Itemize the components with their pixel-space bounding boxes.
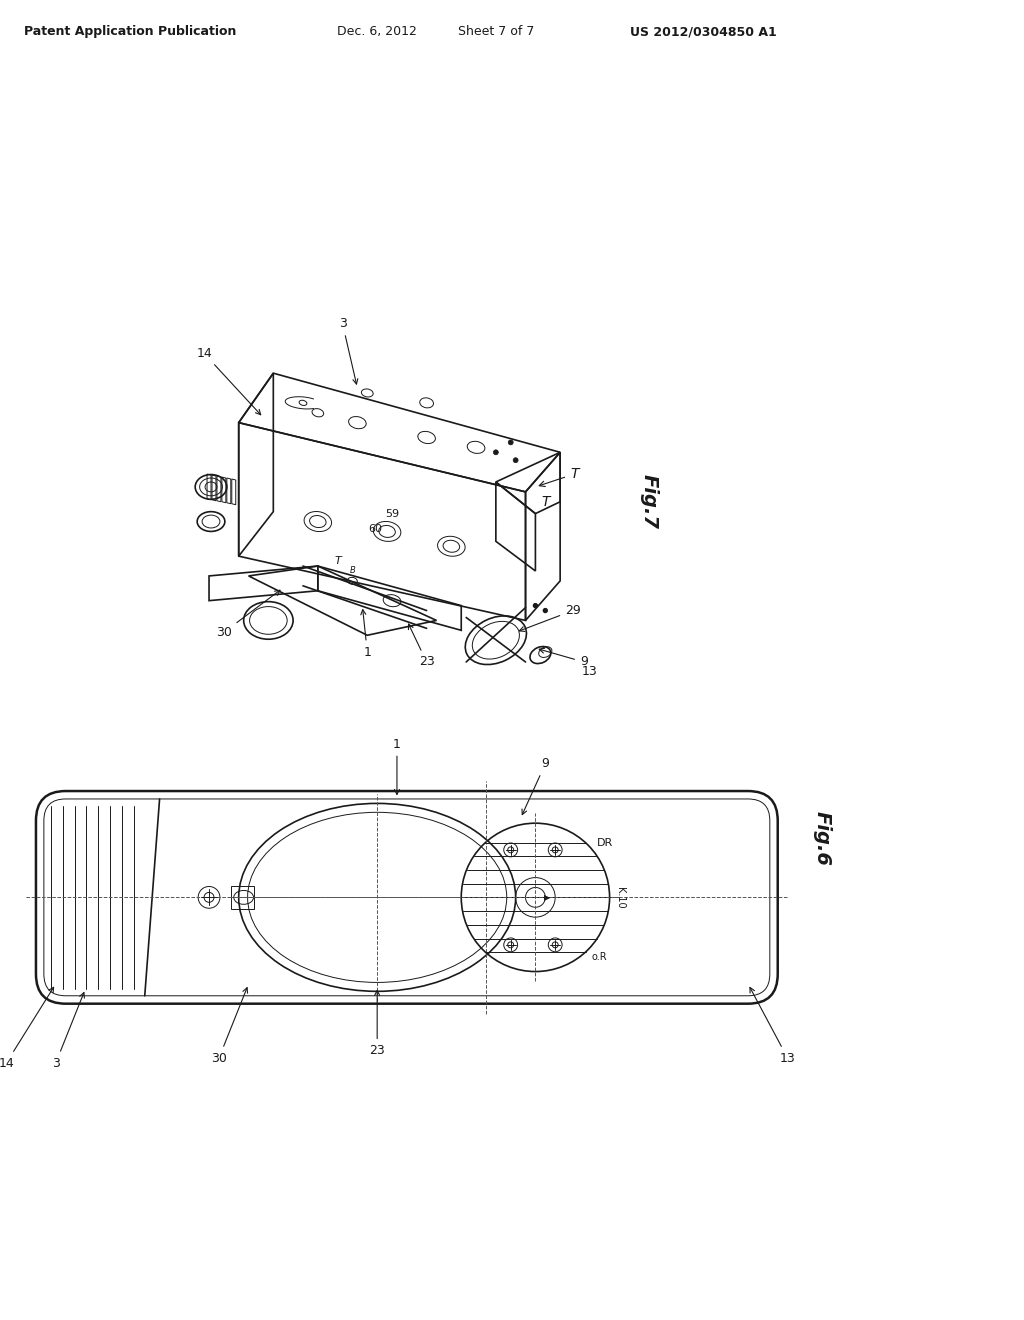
Text: 13: 13 [582,665,598,678]
Text: o.R: o.R [592,952,607,962]
Text: 13: 13 [750,987,796,1065]
Circle shape [534,603,538,607]
Text: T: T [540,467,579,487]
Text: DR: DR [597,838,612,847]
Text: 3: 3 [52,993,84,1069]
Text: B: B [349,566,355,576]
Circle shape [494,450,499,455]
Circle shape [513,458,518,463]
Text: 23: 23 [370,990,385,1057]
Text: 14: 14 [197,347,261,414]
Circle shape [508,440,513,445]
Text: Sheet 7 of 7: Sheet 7 of 7 [458,25,535,38]
Text: T: T [541,495,550,508]
Text: 14: 14 [0,987,53,1069]
Text: Fig.7: Fig.7 [640,474,658,529]
Text: Fig.6: Fig.6 [813,810,831,866]
Text: 1: 1 [360,610,372,659]
Text: Dec. 6, 2012: Dec. 6, 2012 [337,25,417,38]
Text: 3: 3 [339,317,357,384]
Text: ▶: ▶ [544,892,551,902]
Text: 9: 9 [540,648,588,668]
Circle shape [544,609,547,612]
Text: Patent Application Publication: Patent Application Publication [24,25,237,38]
Text: 60: 60 [369,524,382,535]
Text: 59: 59 [385,508,399,519]
Text: 9: 9 [522,758,549,814]
Text: K.10: K.10 [614,887,625,908]
Text: 29: 29 [519,605,581,631]
Text: T: T [334,556,341,566]
Text: 1: 1 [393,738,400,795]
Text: 30: 30 [211,987,248,1065]
Text: US 2012/0304850 A1: US 2012/0304850 A1 [630,25,777,38]
Text: 30: 30 [216,590,280,639]
Text: 23: 23 [409,624,434,668]
